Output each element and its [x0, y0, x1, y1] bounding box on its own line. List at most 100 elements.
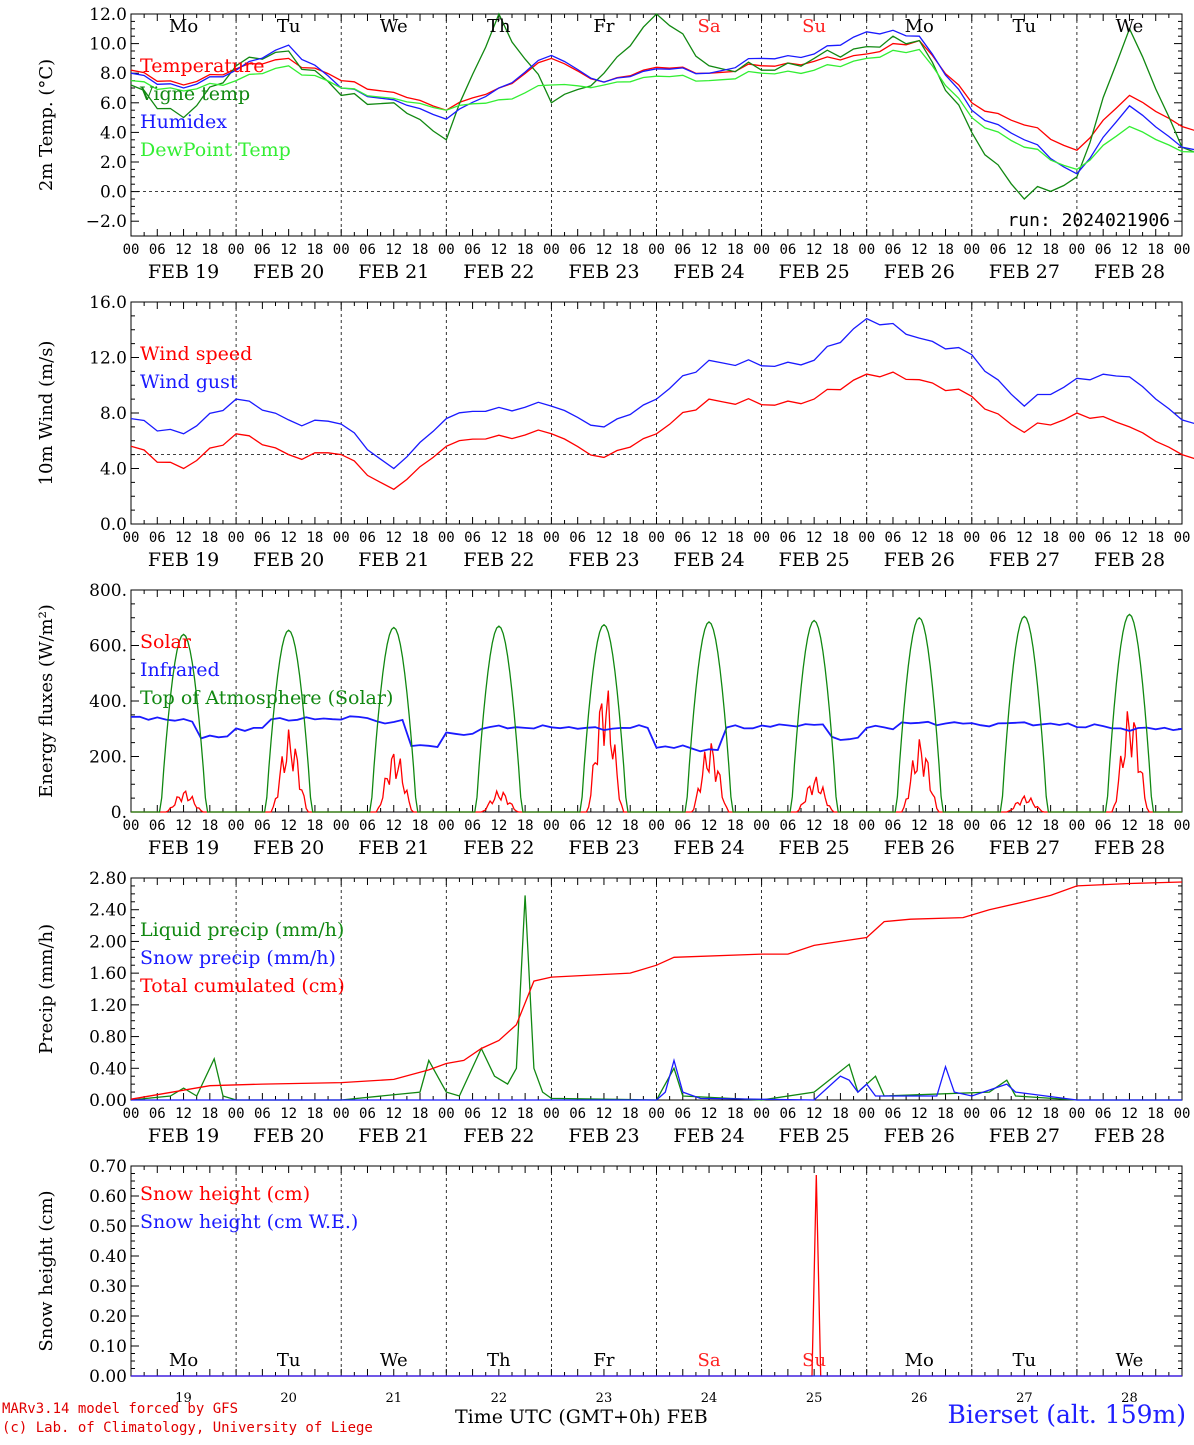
hour-tick-label: 00: [438, 818, 455, 834]
date-label: FEB 23: [568, 1125, 639, 1147]
hour-tick-label: 06: [1095, 530, 1112, 546]
hour-tick-label: 00: [963, 242, 980, 258]
hour-tick-label: 12: [175, 242, 192, 258]
hour-tick-label: 12: [911, 530, 928, 546]
day-name: Su: [802, 16, 826, 37]
hour-tick-label: 06: [569, 818, 586, 834]
model-credit-line-1: MARv3.14 model forced by GFS: [2, 1401, 239, 1417]
hour-tick-label: 12: [596, 818, 613, 834]
y-tick-label: 0.00: [89, 1367, 127, 1387]
date-label: FEB 27: [989, 837, 1060, 859]
legend-entry: Temperature: [140, 55, 264, 77]
date-label: FEB 28: [1094, 837, 1165, 859]
y-axis-label: Energy fluxes (W/m²): [36, 604, 57, 798]
hour-tick-label: 00: [228, 1106, 245, 1122]
legend-entry: Vigne temp: [139, 83, 250, 105]
hour-tick-label: 18: [1147, 242, 1164, 258]
hour-tick-label: 00: [438, 242, 455, 258]
hour-tick-label: 18: [412, 818, 429, 834]
hour-tick-label: 12: [280, 818, 297, 834]
date-label: FEB 23: [568, 261, 639, 283]
hour-tick-label: 18: [201, 818, 218, 834]
date-label: FEB 20: [253, 837, 324, 859]
y-axis-label: Snow height (cm): [36, 1190, 57, 1351]
hour-tick-label: 18: [1147, 818, 1164, 834]
hour-tick-label: 06: [149, 242, 166, 258]
day-name: Th: [487, 1350, 511, 1371]
day-name: Mo: [905, 1350, 934, 1371]
hour-tick-label: 12: [701, 1106, 718, 1122]
day-name: Tu: [277, 16, 301, 37]
hour-tick-label: 18: [832, 242, 849, 258]
hour-tick-label: 18: [727, 242, 744, 258]
date-label: FEB 23: [568, 837, 639, 859]
hour-tick-label: 06: [779, 530, 796, 546]
hour-tick-label: 00: [333, 242, 350, 258]
hour-tick-label: 12: [490, 1106, 507, 1122]
hour-tick-label: 18: [1042, 242, 1059, 258]
day-name: Mo: [169, 1350, 198, 1371]
date-label: FEB 25: [779, 837, 850, 859]
hour-tick-label: 18: [412, 530, 429, 546]
hour-tick-label: 06: [885, 818, 902, 834]
y-tick-label: 0.70: [89, 1157, 127, 1177]
date-label: FEB 24: [673, 1125, 744, 1147]
hour-tick-label: 00: [543, 530, 560, 546]
day-name: Tu: [1013, 16, 1037, 37]
hour-tick-label: 06: [149, 818, 166, 834]
hour-tick-label: 12: [1121, 818, 1138, 834]
hour-tick-label: 06: [569, 242, 586, 258]
hour-tick-label: 12: [490, 242, 507, 258]
hour-tick-label: 06: [359, 242, 376, 258]
y-tick-label: 4.0: [100, 123, 127, 143]
hour-tick-label: 12: [911, 818, 928, 834]
hour-tick-label: 12: [806, 818, 823, 834]
legend-entry: Solar: [140, 631, 192, 653]
hour-tick-label: 00: [648, 242, 665, 258]
hour-tick-label: 00: [753, 818, 770, 834]
hour-tick-label: 00: [753, 530, 770, 546]
y-tick-label: −2.0: [86, 212, 127, 232]
hour-tick-label: 06: [990, 818, 1007, 834]
hour-tick-label: 00: [648, 1106, 665, 1122]
series-line-vigne-temp: [130, 12, 1194, 200]
day-name: Sa: [698, 16, 721, 37]
hour-tick-label: 18: [622, 818, 639, 834]
series-line-humidex: [130, 29, 1194, 175]
hour-tick-label: 12: [1016, 818, 1033, 834]
hour-tick-label: 06: [885, 1106, 902, 1122]
date-label: FEB 22: [463, 1125, 534, 1147]
y-tick-label: 2.0: [100, 153, 127, 173]
hour-tick-label: 00: [123, 242, 140, 258]
hour-tick-label: 06: [149, 1106, 166, 1122]
day-name: Tu: [277, 1350, 301, 1371]
hour-tick-label: 00: [123, 530, 140, 546]
hour-tick-label: 12: [1121, 1106, 1138, 1122]
y-tick-label: 0.: [111, 803, 127, 823]
hour-tick-label: 06: [1095, 818, 1112, 834]
series-line-wind-gust: [130, 317, 1194, 470]
hour-tick-label: 06: [254, 818, 271, 834]
hour-tick-label: 12: [385, 818, 402, 834]
date-label: FEB 24: [673, 837, 744, 859]
hour-tick-label: 18: [517, 530, 534, 546]
date-label: FEB 28: [1094, 261, 1165, 283]
y-tick-label: 200.: [89, 748, 127, 768]
date-label: FEB 26: [884, 837, 955, 859]
hour-tick-label: 12: [385, 242, 402, 258]
hour-tick-label: 18: [517, 242, 534, 258]
date-label: FEB 20: [253, 1125, 324, 1147]
hour-tick-label: 18: [727, 818, 744, 834]
hour-tick-label: 18: [622, 242, 639, 258]
date-label: FEB 28: [1094, 1125, 1165, 1147]
hour-tick-label: 00: [963, 818, 980, 834]
y-tick-label: 4.0: [100, 460, 127, 480]
hour-tick-label: 00: [333, 530, 350, 546]
day-number: 28: [1121, 1391, 1138, 1406]
hour-tick-label: 18: [201, 1106, 218, 1122]
series-line-snow-precip-mm-h: [131, 1057, 1182, 1101]
date-label: FEB 21: [358, 837, 429, 859]
series-line-top-of-atmosphere-solar: [131, 613, 1182, 813]
hour-tick-label: 06: [1095, 1106, 1112, 1122]
